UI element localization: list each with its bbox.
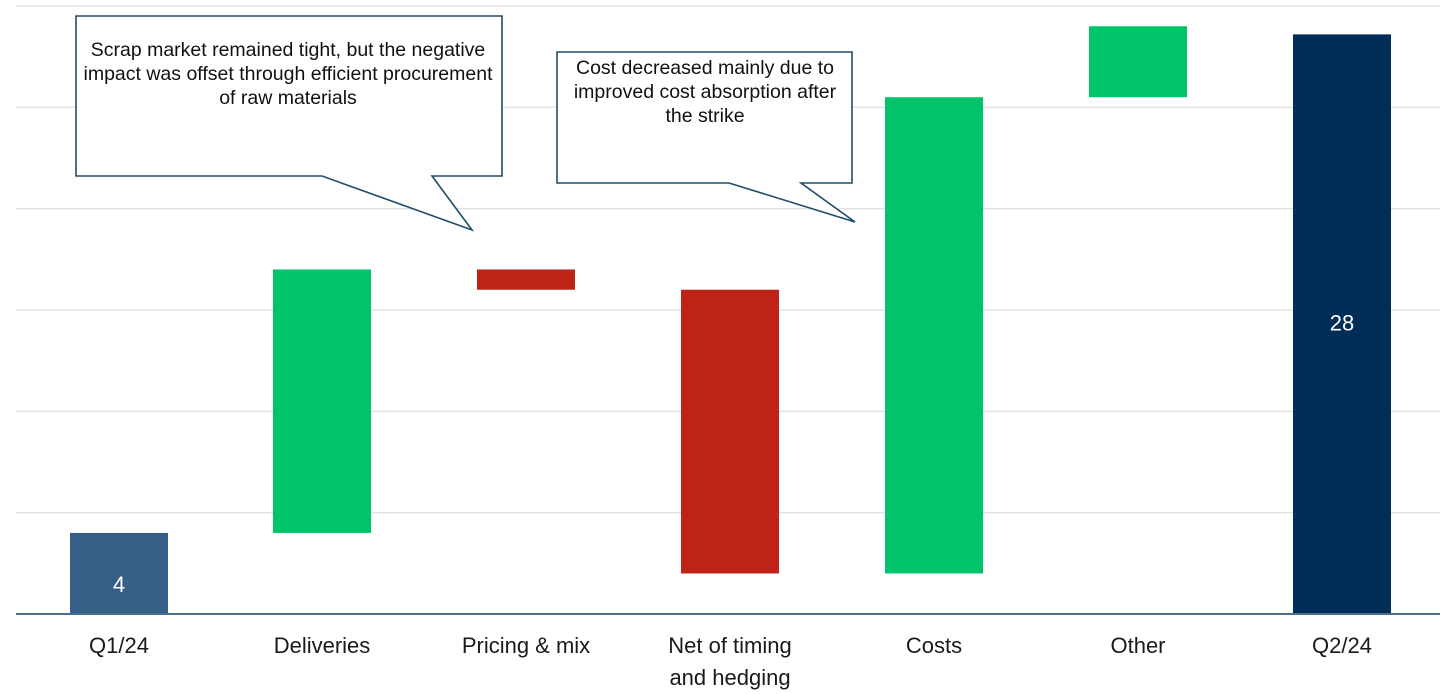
bar-net-of-timing-and-hedging bbox=[681, 289, 779, 574]
bar-deliveries bbox=[273, 269, 371, 533]
tick-label-net-of-timing-and-hedging: Net of timing and hedging bbox=[668, 633, 792, 690]
bar-costs bbox=[885, 97, 983, 574]
callout-shapes bbox=[75, 15, 856, 232]
data-label-q2-24: 28 bbox=[1330, 310, 1354, 335]
tick-label-q2-24: Q2/24 bbox=[1312, 633, 1372, 658]
tick-label-pricing-mix: Pricing & mix bbox=[462, 633, 590, 658]
callout-box-scrap-market bbox=[75, 15, 503, 232]
data-label-q1-24: 4 bbox=[113, 572, 125, 597]
callout-box-costs bbox=[556, 51, 856, 223]
bar-q2-24 bbox=[1293, 34, 1391, 614]
tick-label-other: Other bbox=[1110, 633, 1165, 658]
callout-text-costs: Cost decreased mainly due to improved co… bbox=[573, 57, 837, 127]
bar-q1-24 bbox=[70, 532, 168, 614]
callout-text-scrap-market: Scrap market remained tight, but the neg… bbox=[83, 39, 493, 109]
data-labels: 4 28 bbox=[113, 310, 1354, 597]
x-tick-labels: Q1/24 Deliveries Pricing & mix Net of timin… bbox=[89, 633, 1372, 690]
bar-pricing-mix bbox=[477, 269, 575, 290]
tick-label-q1-24: Q1/24 bbox=[89, 633, 149, 658]
tick-label-costs: Costs bbox=[906, 633, 962, 658]
tick-label-deliveries: Deliveries bbox=[274, 633, 371, 658]
bar-other bbox=[1089, 26, 1187, 98]
bars bbox=[70, 26, 1391, 614]
